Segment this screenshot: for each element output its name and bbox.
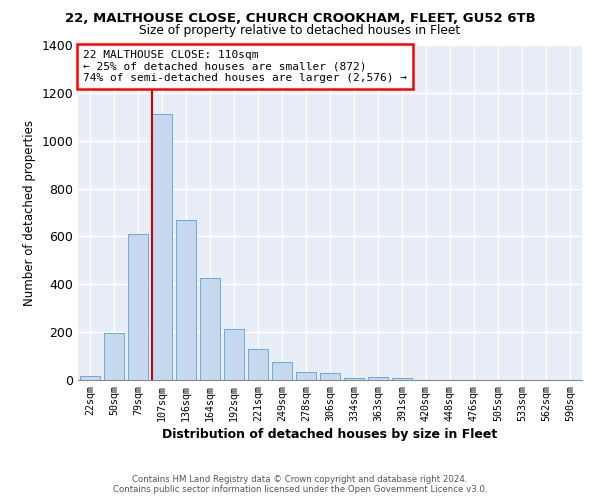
Bar bbox=[320, 374, 340, 380]
Text: Size of property relative to detached houses in Fleet: Size of property relative to detached ho… bbox=[139, 24, 461, 37]
Bar bbox=[224, 328, 244, 380]
X-axis label: Distribution of detached houses by size in Fleet: Distribution of detached houses by size … bbox=[163, 428, 497, 441]
Bar bbox=[104, 334, 124, 380]
Bar bbox=[296, 372, 316, 380]
Bar bbox=[248, 349, 268, 380]
Bar bbox=[344, 378, 364, 380]
Bar bbox=[128, 234, 148, 380]
Bar bbox=[176, 220, 196, 380]
Text: 22, MALTHOUSE CLOSE, CHURCH CROOKHAM, FLEET, GU52 6TB: 22, MALTHOUSE CLOSE, CHURCH CROOKHAM, FL… bbox=[65, 12, 535, 26]
Bar bbox=[272, 362, 292, 380]
Bar bbox=[152, 114, 172, 380]
Bar bbox=[392, 378, 412, 380]
Bar bbox=[80, 376, 100, 380]
Y-axis label: Number of detached properties: Number of detached properties bbox=[23, 120, 36, 306]
Text: Contains HM Land Registry data © Crown copyright and database right 2024.
Contai: Contains HM Land Registry data © Crown c… bbox=[113, 474, 487, 494]
Bar bbox=[368, 377, 388, 380]
Text: 22 MALTHOUSE CLOSE: 110sqm
← 25% of detached houses are smaller (872)
74% of sem: 22 MALTHOUSE CLOSE: 110sqm ← 25% of deta… bbox=[83, 50, 407, 83]
Bar bbox=[200, 278, 220, 380]
